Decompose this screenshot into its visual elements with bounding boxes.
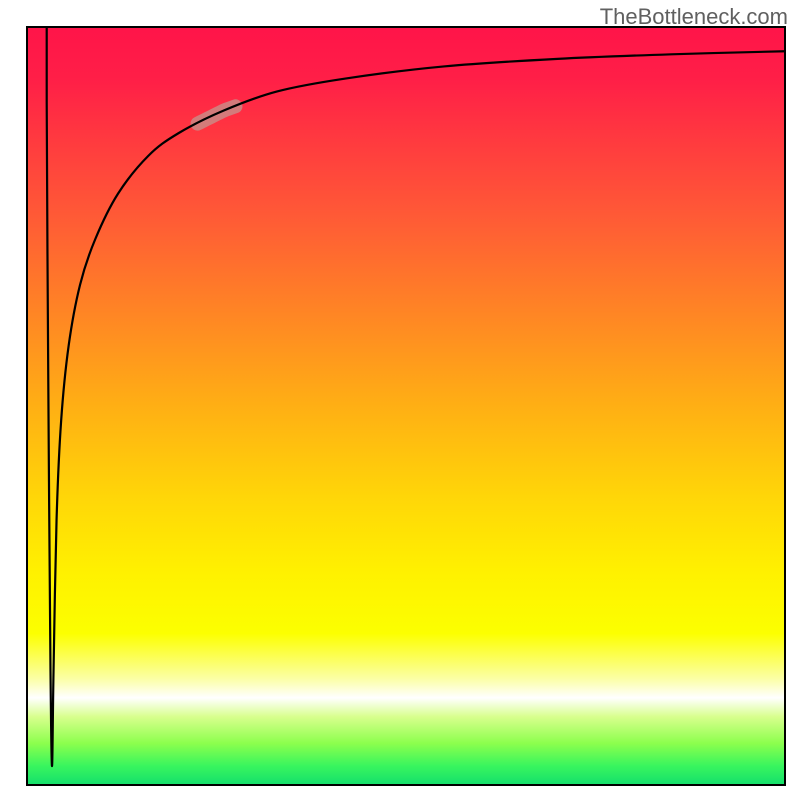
plot-area — [27, 27, 785, 785]
chart-container: TheBottleneck.com — [0, 0, 800, 800]
watermark-text: TheBottleneck.com — [600, 4, 788, 30]
bottleneck-chart — [0, 0, 800, 800]
gradient-background — [27, 27, 785, 785]
